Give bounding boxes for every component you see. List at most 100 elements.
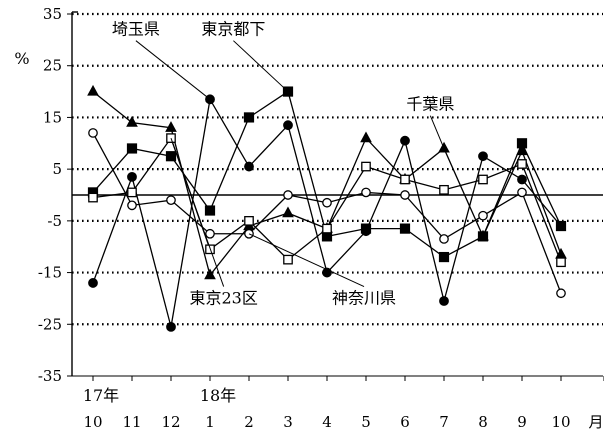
point-0-11 (517, 174, 527, 185)
callout-bg-4 (328, 289, 401, 309)
callout-leader-2 (429, 115, 445, 149)
point-4-12 (556, 288, 566, 299)
point-4-5 (283, 190, 293, 200)
x-tick-label-0: 10 (83, 413, 102, 431)
series-line-2 (92, 91, 562, 277)
series-0 (92, 97, 562, 328)
callout-leader-1 (233, 40, 289, 92)
callout-label-3: 東京23区 (189, 289, 257, 308)
point-4-8 (400, 190, 410, 200)
callout-label-2: 千葉県 (406, 95, 454, 114)
point-3-11 (517, 159, 527, 169)
axes (67, 11, 604, 381)
point-0-0 (88, 278, 98, 288)
point-1-9 (438, 251, 450, 263)
y-tick-label-6: -25 (38, 315, 62, 333)
x-tick-label-3: 1 (205, 413, 215, 431)
point-0-8 (400, 135, 410, 146)
point-2-1 (126, 115, 138, 127)
point-4-2 (166, 195, 176, 206)
point-4-3 (205, 228, 215, 239)
point-2-0 (87, 84, 99, 96)
point-4-6 (322, 197, 332, 208)
series-markers-2 (87, 84, 567, 280)
y-tick-label-4: -5 (47, 212, 62, 230)
point-1-3 (204, 205, 216, 216)
point-1-2 (165, 151, 177, 162)
callout-leader-0 (135, 40, 211, 100)
grid-lines (72, 12, 603, 326)
x-tick-label-1: 11 (122, 413, 141, 431)
point-3-4 (244, 216, 254, 226)
callout-bg-2 (402, 95, 458, 115)
point-3-7 (361, 161, 371, 172)
x-tick-label-6: 4 (322, 413, 332, 431)
point-4-1 (127, 200, 137, 211)
series-line-0 (92, 97, 562, 328)
point-2-11 (516, 144, 528, 156)
point-0-2 (166, 321, 176, 332)
point-0-4 (244, 161, 254, 172)
point-4-10 (478, 210, 488, 221)
x-tick-label-9: 7 (439, 413, 449, 431)
x-tick-label-8: 6 (400, 413, 410, 431)
point-1-8 (399, 223, 411, 234)
point-2-5 (282, 206, 294, 218)
point-0-9 (439, 296, 449, 306)
y-axis-label: % (14, 49, 29, 68)
point-4-0 (88, 128, 98, 138)
point-3-5 (283, 254, 293, 265)
point-2-7 (360, 131, 372, 143)
x-tick-label-12: 10 (551, 413, 570, 431)
point-0-5 (283, 120, 293, 131)
series-markers-0 (88, 94, 566, 332)
callout-bg-0 (108, 20, 164, 40)
point-2-2 (165, 121, 177, 132)
callout-leader-4 (248, 233, 365, 288)
point-0-10 (478, 151, 488, 162)
y-tick-label-5: -15 (38, 264, 62, 282)
y-tick-label-1: 25 (43, 57, 62, 75)
point-3-1 (127, 187, 137, 198)
series-layer (87, 84, 567, 332)
x-tick-label-7: 5 (361, 413, 371, 431)
point-3-9 (439, 184, 449, 195)
x-tick-label-11: 9 (517, 413, 527, 431)
x-tick-label-10: 8 (478, 413, 488, 431)
series-2 (92, 91, 562, 277)
point-4-9 (439, 234, 449, 244)
point-3-0 (88, 192, 98, 203)
point-3-8 (400, 174, 410, 185)
point-3-12 (556, 257, 566, 268)
y-tick-label-0: 35 (43, 5, 62, 23)
series-markers-4 (88, 128, 566, 299)
callout-label-0: 埼玉県 (112, 20, 160, 39)
point-1-4 (243, 112, 255, 123)
point-2-10 (477, 229, 489, 241)
series-markers-1 (87, 86, 567, 263)
callout-label-1: 東京都下 (201, 20, 265, 39)
x-tick-label-4: 2 (244, 413, 254, 431)
x-tick-label-2: 12 (161, 413, 180, 431)
point-0-1 (127, 172, 137, 182)
point-1-1 (126, 143, 138, 154)
y-tick-label-7: -35 (38, 367, 62, 385)
point-4-11 (517, 187, 527, 198)
point-2-3 (204, 268, 216, 280)
y-tick-label-2: 15 (43, 108, 62, 126)
callout-bg-1 (197, 20, 270, 40)
x-tick-label-5: 3 (283, 413, 293, 431)
point-4-7 (361, 187, 371, 198)
callout-label-4: 神奈川県 (332, 289, 396, 308)
callout-leader-3 (170, 137, 225, 287)
point-1-7 (360, 223, 372, 234)
y-tick-label-3: 5 (52, 160, 62, 178)
year-label-0: 17年 (83, 386, 119, 405)
callout-bg-3 (179, 289, 269, 309)
point-1-12 (555, 220, 567, 232)
point-3-6 (322, 223, 332, 234)
x-unit-label: 月 (588, 413, 603, 431)
